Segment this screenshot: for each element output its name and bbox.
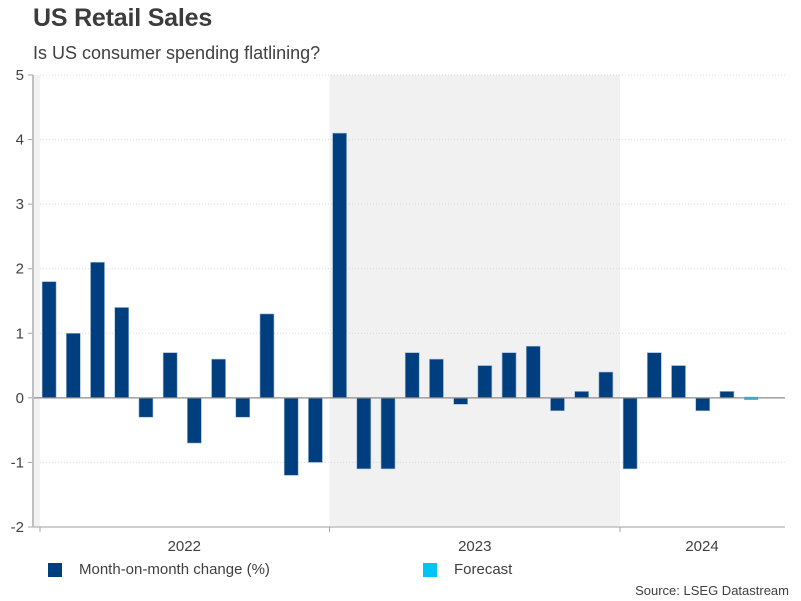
bar bbox=[235, 397, 251, 418]
y-tick-label: 5 bbox=[16, 67, 24, 84]
chart-subtitle: Is US consumer spending flatlining? bbox=[33, 43, 321, 63]
bar bbox=[671, 365, 686, 399]
bar bbox=[429, 358, 444, 399]
bar bbox=[211, 358, 226, 399]
bar bbox=[356, 397, 372, 470]
axis-strip bbox=[34, 75, 40, 527]
grid-layer bbox=[40, 74, 785, 463]
bar bbox=[259, 313, 275, 399]
bar bbox=[283, 397, 299, 476]
bar bbox=[187, 397, 202, 444]
shade-layer bbox=[34, 75, 620, 527]
chart-title: US Retail Sales bbox=[33, 4, 213, 32]
y-tick-label: -2 bbox=[11, 519, 24, 536]
bar bbox=[477, 365, 493, 399]
bar bbox=[719, 391, 735, 399]
y-tick-label: 1 bbox=[16, 325, 24, 342]
bar bbox=[550, 397, 565, 412]
bar bbox=[90, 261, 105, 399]
axis-layer bbox=[28, 74, 785, 532]
y-tick-label: 4 bbox=[16, 132, 24, 149]
legend-label-forecast: Forecast bbox=[454, 561, 513, 578]
bar bbox=[41, 281, 57, 399]
x-year-label: 2023 bbox=[458, 538, 491, 555]
source-note: Source: LSEG Datastream bbox=[635, 583, 789, 598]
x-year-label: 2022 bbox=[168, 538, 201, 555]
bar bbox=[66, 332, 81, 399]
bar bbox=[501, 352, 517, 399]
bar bbox=[695, 397, 711, 412]
y-tick-label: -1 bbox=[11, 454, 24, 471]
y-tick-label: 3 bbox=[16, 196, 24, 213]
legend-label-mom: Month-on-month change (%) bbox=[79, 561, 270, 578]
bar bbox=[138, 397, 154, 418]
bar bbox=[308, 397, 323, 463]
bar bbox=[332, 132, 347, 399]
bar bbox=[404, 352, 420, 399]
bar bbox=[453, 397, 468, 405]
legend-item-mom: Month-on-month change (%) bbox=[48, 561, 270, 578]
bar bbox=[114, 307, 130, 399]
bar bbox=[647, 352, 662, 399]
shaded-period-2023 bbox=[329, 75, 620, 527]
bar bbox=[622, 397, 638, 470]
bar bbox=[598, 371, 614, 399]
bar bbox=[380, 397, 396, 470]
legend-item-forecast: Forecast bbox=[423, 561, 512, 578]
bar-layer bbox=[41, 132, 759, 476]
bar bbox=[162, 352, 178, 399]
y-tick-label: 0 bbox=[16, 390, 24, 407]
legend-swatch-forecast bbox=[423, 562, 437, 577]
legend-swatch-mom bbox=[48, 562, 62, 577]
bar bbox=[525, 345, 541, 399]
bar bbox=[574, 391, 589, 399]
label-layer: -2 -1 0 1 2 3 4 5 2022 2023 2024 bbox=[11, 67, 719, 555]
x-year-label: 2024 bbox=[685, 538, 718, 555]
y-tick-label: 2 bbox=[16, 261, 24, 278]
